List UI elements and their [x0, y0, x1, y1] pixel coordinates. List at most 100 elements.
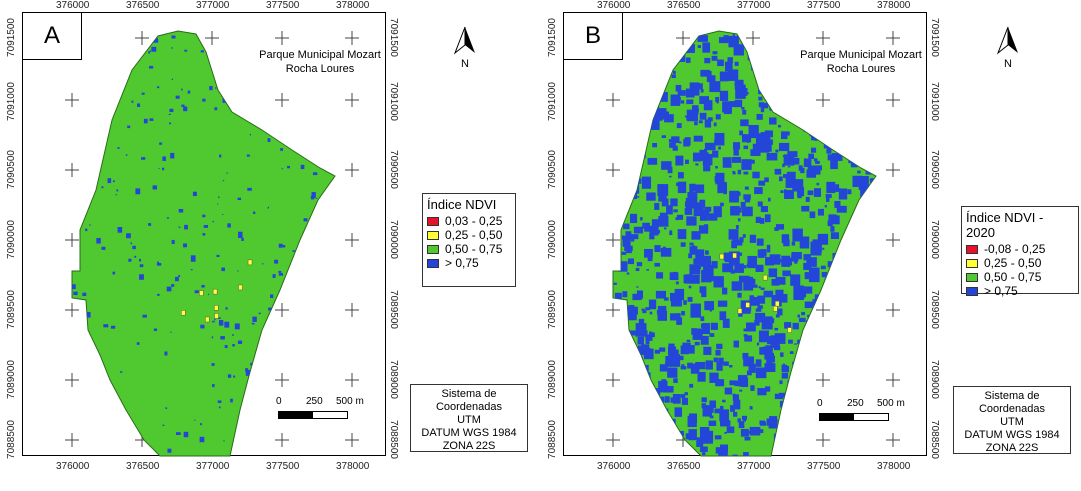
ndvi-patch-high [107, 178, 112, 184]
ndvi-patch-high [613, 250, 618, 254]
ndvi-patch-high [746, 141, 750, 143]
ndvi-patch-high [776, 446, 781, 449]
ndvi-patch-high [738, 275, 750, 283]
ndvi-patch-high [268, 390, 272, 396]
ndvi-patch-high [674, 448, 682, 455]
ndvi-patch-high [315, 117, 318, 119]
ndvi-patch-high [874, 448, 876, 456]
ndvi-patch-high [700, 446, 708, 452]
ndvi-patch-high [864, 428, 872, 439]
ndvi-patch-high [752, 143, 762, 153]
ndvi-patch-high [747, 338, 751, 342]
coord-line: UTM [1000, 416, 1024, 428]
ndvi-patch-high [715, 379, 725, 387]
ndvi-patch-high [626, 136, 634, 141]
ndvi-patch-high [249, 133, 252, 136]
ndvi-patch-high [755, 359, 762, 367]
ndvi-patch-high [636, 196, 640, 198]
ndvi-patch-high [804, 272, 810, 280]
ndvi-patch-high [629, 454, 636, 456]
ndvi-patch-high [629, 144, 638, 157]
ndvi-patch-high [827, 337, 830, 341]
ndvi-patch-high [849, 44, 853, 47]
ndvi-patch-high [692, 328, 703, 340]
ndvi-patch-high [743, 194, 751, 200]
ndvi-patch-high [711, 55, 718, 61]
ndvi-patch-high [218, 317, 221, 319]
ndvi-patch-high [190, 269, 193, 271]
ndvi-patch-high [807, 114, 811, 118]
ndvi-patch-high [278, 243, 283, 248]
ndvi-patch-high [199, 436, 205, 443]
ndvi-patch-high [283, 84, 288, 89]
ndvi-patch-high [647, 256, 653, 262]
ndvi-patch-high [142, 314, 147, 318]
ndvi-patch-high [852, 278, 856, 281]
ndvi-patch-high [635, 57, 643, 66]
ndvi-patch-high [659, 389, 664, 393]
ndvi-patch-high [634, 35, 639, 42]
ndvi-patch-high [613, 282, 617, 285]
ndvi-patch-high [690, 303, 701, 318]
ndvi-patch-high [795, 34, 802, 40]
ndvi-patch-high [758, 180, 766, 186]
ndvi-patch-high [646, 269, 649, 271]
ndvi-patch-high [726, 426, 735, 434]
ndvi-patch-high [836, 205, 847, 213]
ndvi-patch-high [132, 245, 136, 250]
ndvi-patch-high [176, 432, 181, 435]
ndvi-patch-high [319, 150, 325, 156]
ndvi-patch-high [704, 119, 712, 128]
ndvi-patch-high [835, 376, 841, 383]
ndvi-patch-high [769, 254, 781, 265]
ndvi-patch-high [202, 233, 206, 236]
ndvi-patch-high [103, 416, 106, 419]
ndvi-patch-high [664, 396, 670, 403]
ndvi-patch-high [865, 231, 872, 239]
ndvi-patch-high [803, 254, 811, 261]
ndvi-patch-high [732, 454, 738, 456]
ndvi-patch-high [878, 268, 883, 271]
ndvi-patch-high [780, 40, 784, 43]
ndvi-patch-high [807, 314, 810, 318]
ndvi-patch-high [734, 380, 741, 387]
ndvi-patch-high [668, 432, 675, 440]
ndvi-patch-high [171, 284, 175, 287]
ndvi-patch-high [826, 197, 830, 202]
north-arrow-icon [453, 26, 475, 55]
ndvi-patch-high [262, 263, 264, 265]
ndvi-patch-high [764, 352, 774, 360]
ndvi-patch-high [304, 340, 310, 345]
ndvi-patch-high [738, 312, 743, 317]
grid-cross [65, 433, 79, 447]
ndvi-patch-high [776, 67, 786, 76]
ndvi-patch-high [877, 289, 882, 294]
ndvi-patch-high [277, 437, 280, 440]
y-tick-label: 7090000 [387, 220, 399, 259]
ndvi-patch-high [689, 383, 694, 388]
ndvi-patch-high [749, 159, 755, 164]
ndvi-patch-high [781, 131, 788, 140]
y-tick-label: 7089000 [928, 360, 940, 399]
ndvi-patch-high [730, 269, 735, 274]
ndvi-patch-high [658, 409, 665, 414]
ndvi-patch-high [811, 432, 821, 440]
ndvi-patch-high [826, 121, 836, 133]
coord-line: Sistema de Coordenadas [978, 390, 1046, 415]
ndvi-patch-high [783, 154, 795, 166]
y-tick-label: 7088500 [5, 420, 17, 459]
ndvi-patch-high [91, 62, 97, 68]
ndvi-patch-high [778, 176, 783, 182]
ndvi-patch-high [106, 69, 108, 70]
ndvi-patch-high [74, 87, 79, 91]
ndvi-patch-high [824, 292, 828, 298]
ndvi-patch-high [730, 405, 735, 412]
x-tick-label: 378000 [336, 0, 370, 11]
ndvi-patch-high [826, 332, 831, 338]
ndvi-patch-high [311, 192, 316, 198]
ndvi-patch-high [282, 245, 286, 248]
ndvi-patch-high [164, 351, 168, 356]
ndvi-patch-high [723, 252, 732, 261]
ndvi-patch-high [781, 365, 790, 373]
ndvi-patch-high [620, 193, 630, 204]
